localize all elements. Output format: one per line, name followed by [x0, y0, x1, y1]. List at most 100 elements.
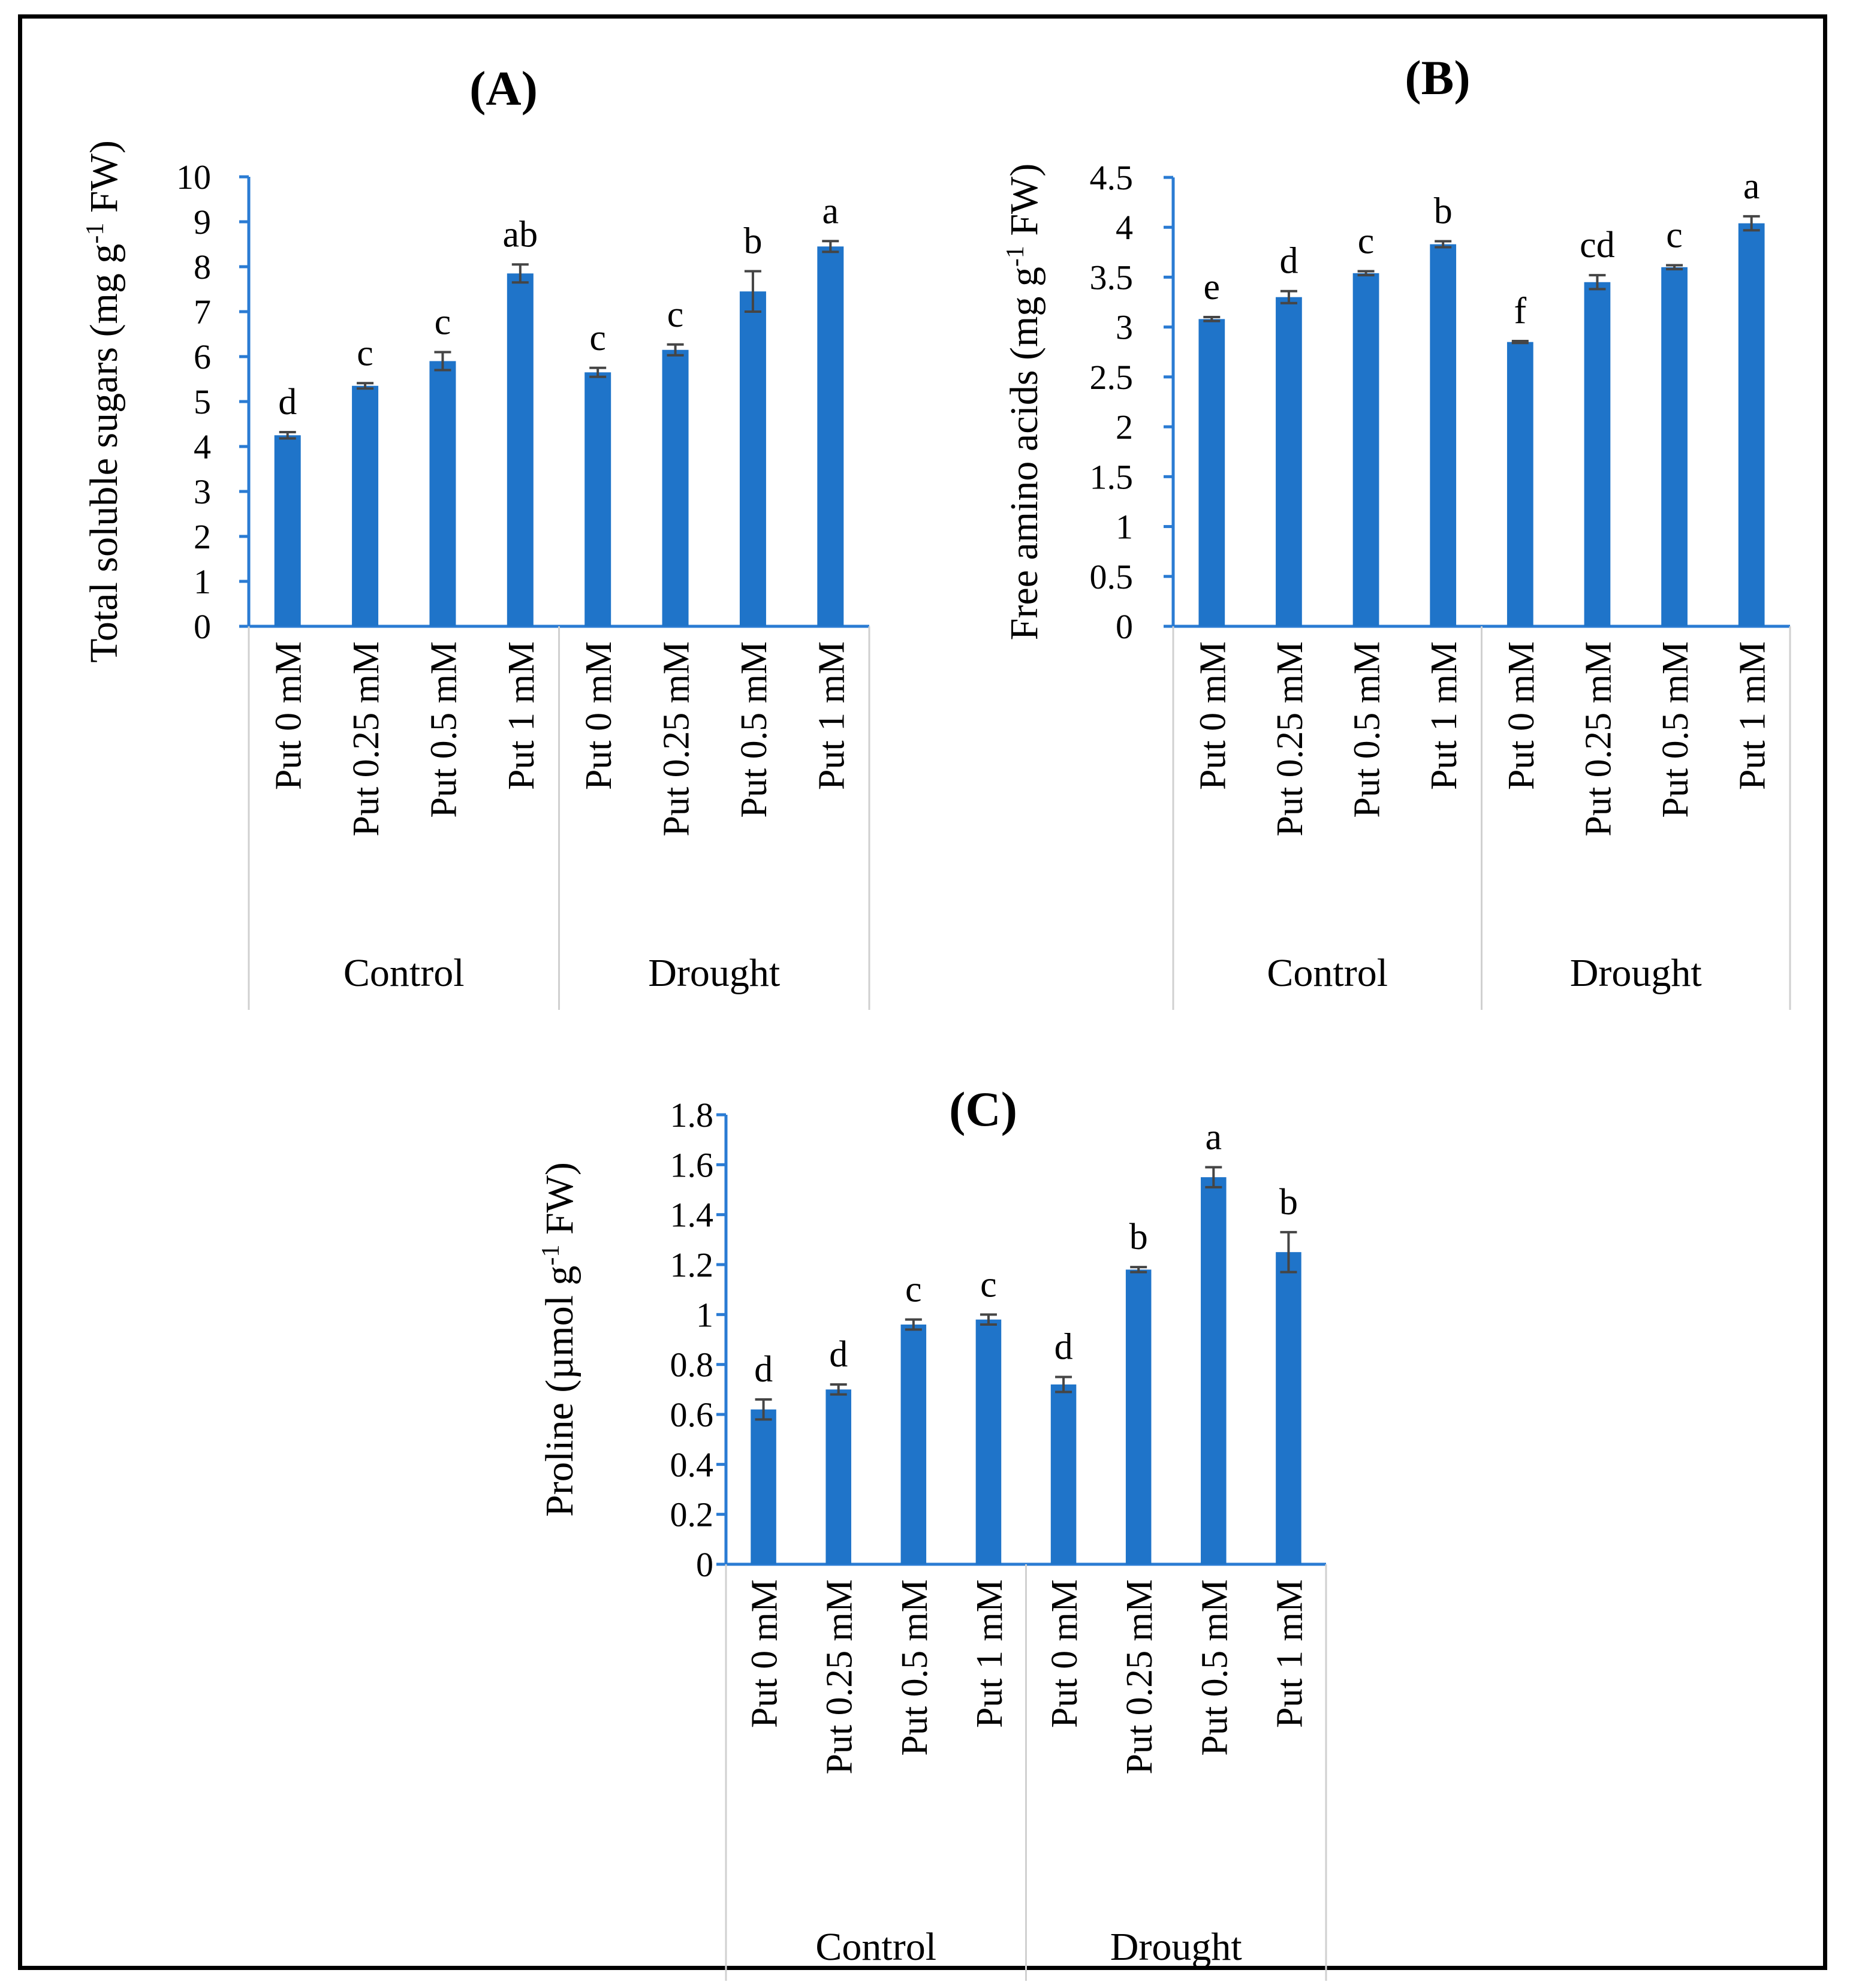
bar [1738, 223, 1765, 626]
x-tick-label: Put 0 mM [1501, 641, 1542, 790]
significance-letter: d [1279, 241, 1298, 282]
y-axis-label: Total soluble sugars (mg g-1 FW) [82, 140, 126, 663]
group-label: Drought [648, 951, 780, 995]
chart-title: (A) [469, 61, 538, 116]
group-label: Drought [1110, 1925, 1242, 1969]
significance-letter: f [1514, 291, 1526, 331]
y-tick-label: 1 [1116, 508, 1133, 547]
y-tick-label: 7 [194, 292, 211, 331]
y-tick-label: 8 [194, 248, 211, 286]
bar [1276, 1252, 1301, 1564]
x-tick-label: Put 1 mM [969, 1579, 1010, 1728]
significance-letter: c [435, 302, 451, 343]
x-tick-label: Put 0 mM [269, 641, 309, 790]
figure-frame [18, 14, 1827, 1970]
y-tick-label: 6 [194, 337, 211, 376]
y-tick-label: 2.5 [1090, 358, 1134, 397]
y-tick-label: 9 [194, 203, 211, 242]
significance-letter: a [822, 191, 839, 231]
y-tick-label: 0 [1116, 607, 1133, 646]
x-tick-label: Put 1 mM [501, 641, 542, 790]
y-tick-label: 2 [1116, 408, 1133, 447]
significance-letter: b [1434, 191, 1453, 232]
bar [1352, 273, 1379, 627]
significance-letter: b [1279, 1182, 1298, 1223]
significance-letter: d [1054, 1327, 1073, 1368]
bar [751, 1409, 776, 1564]
significance-letter: a [1206, 1117, 1222, 1158]
bar [817, 246, 844, 626]
x-tick-label: Put 0.5 mM [1194, 1579, 1235, 1756]
significance-letter: d [278, 382, 297, 423]
y-tick-label: 1 [696, 1295, 713, 1334]
y-tick-label: 0.8 [670, 1346, 714, 1384]
significance-letter: c [1358, 221, 1375, 261]
y-axis-label: Proline (µmol g-1 FW) [537, 1162, 581, 1517]
x-tick-label: Put 0.5 mM [1655, 641, 1696, 818]
significance-letter: d [829, 1334, 848, 1375]
significance-letter: a [1743, 166, 1760, 207]
x-tick-label: Put 0.5 mM [894, 1579, 935, 1756]
group-label: Drought [1570, 951, 1702, 995]
bar [1125, 1269, 1152, 1564]
bar [739, 291, 766, 626]
bar [1198, 319, 1225, 626]
group-label: Control [815, 1925, 936, 1969]
bar [1661, 267, 1688, 626]
x-tick-label: Put 0.5 mM [734, 641, 775, 818]
group-label: Control [1267, 951, 1388, 995]
x-tick-label: Put 1 mM [1733, 641, 1773, 790]
y-tick-label: 5 [194, 382, 211, 421]
y-tick-label: 0.5 [1090, 557, 1134, 596]
bar [975, 1319, 1002, 1564]
y-tick-label: 4 [194, 427, 211, 466]
bar [1584, 282, 1611, 626]
bar [507, 273, 534, 626]
x-tick-label: Put 0 mM [578, 641, 619, 790]
x-tick-label: Put 1 mM [1269, 1579, 1310, 1728]
significance-letter: c [1666, 215, 1683, 255]
x-tick-label: Put 0.25 mM [819, 1579, 860, 1775]
y-tick-label: 4 [1116, 208, 1133, 247]
x-tick-label: Put 0.5 mM [423, 641, 464, 818]
bar [1506, 342, 1533, 626]
bar [584, 372, 611, 626]
significance-letter: b [1129, 1217, 1148, 1257]
x-tick-label: Put 0.25 mM [1119, 1579, 1160, 1775]
y-tick-label: 0.4 [670, 1445, 714, 1484]
y-tick-label: 10 [176, 158, 211, 197]
y-tick-label: 0.6 [670, 1395, 714, 1434]
y-tick-label: 2 [194, 517, 211, 556]
x-tick-label: Put 0 mM [1192, 641, 1233, 790]
y-axis-label: Free amino acids (mg g-1 FW) [1002, 164, 1046, 641]
bar [1050, 1384, 1077, 1564]
y-tick-label: 4.5 [1090, 158, 1134, 197]
significance-letter: c [589, 318, 606, 358]
x-tick-label: Put 0 mM [1044, 1579, 1085, 1728]
bar [274, 435, 301, 626]
bar [1201, 1177, 1227, 1564]
bar [1430, 244, 1457, 626]
significance-letter: d [754, 1349, 773, 1390]
bar [352, 385, 379, 626]
x-tick-label: Put 0.25 mM [1578, 641, 1619, 837]
x-tick-label: Put 0.5 mM [1347, 641, 1388, 818]
y-tick-label: 3 [194, 472, 211, 511]
significance-letter: b [743, 221, 762, 262]
x-tick-label: Put 0.25 mM [656, 641, 697, 837]
x-tick-label: Put 0.25 mM [346, 641, 387, 837]
group-label: Control [344, 951, 465, 995]
significance-letter: c [905, 1269, 922, 1310]
y-tick-label: 0 [696, 1545, 713, 1584]
bar [900, 1325, 927, 1564]
significance-letter: ab [503, 214, 538, 255]
y-tick-label: 1.6 [670, 1145, 714, 1184]
significance-letter: c [667, 294, 684, 335]
significance-letter: cd [1580, 225, 1615, 266]
bar [825, 1389, 851, 1564]
y-tick-label: 0 [194, 607, 211, 646]
x-tick-label: Put 1 mM [811, 641, 852, 790]
significance-letter: e [1204, 267, 1221, 307]
significance-letter: c [980, 1264, 997, 1305]
